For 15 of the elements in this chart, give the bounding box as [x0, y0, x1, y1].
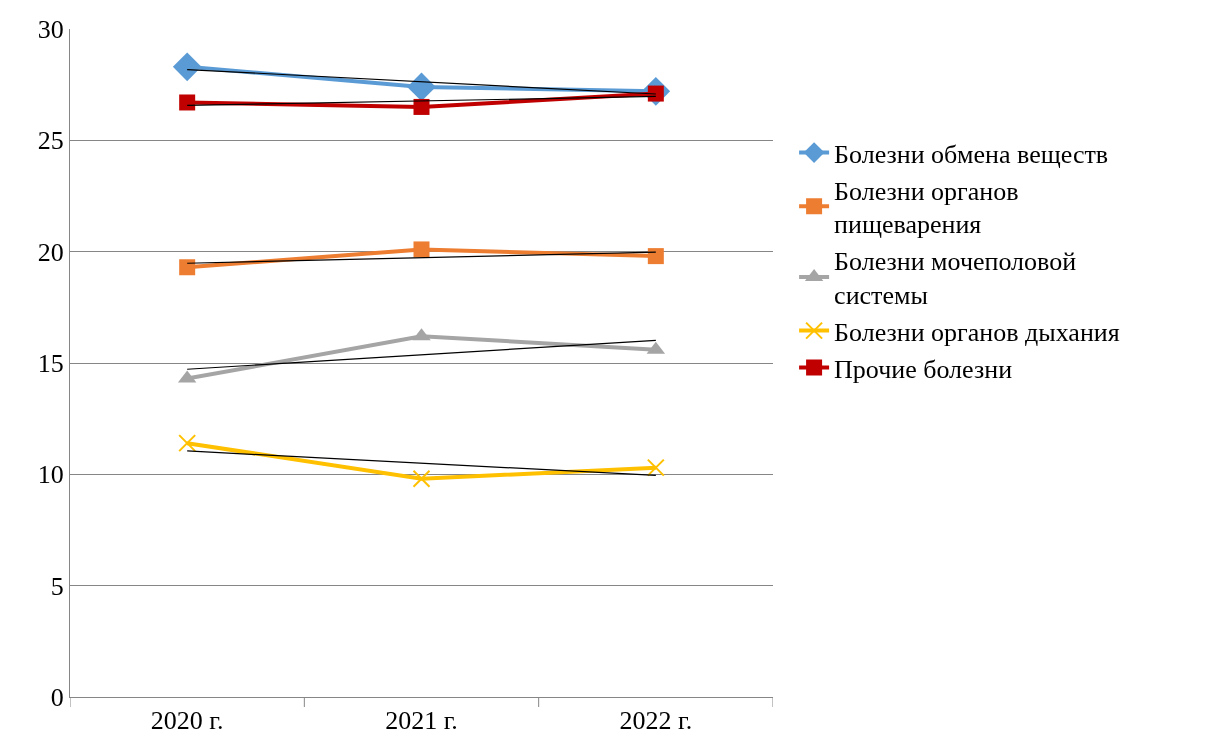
y-tick-label: 0	[50, 683, 64, 713]
y-tick-label: 20	[37, 237, 64, 267]
legend-label: Болезни органов дыхания	[834, 317, 1120, 347]
legend-label: Болезни мочеполовой системы	[834, 247, 1077, 310]
y-tick-label: 10	[37, 460, 64, 490]
y-tick-label: 25	[37, 126, 64, 156]
legend-label: Болезни обмена веществ	[834, 139, 1109, 169]
legend-label: Прочие болезни	[834, 354, 1013, 384]
y-tick-label: 30	[37, 15, 64, 45]
x-tick-label: 2021 г.	[385, 706, 458, 736]
x-tick-label: 2022 г.	[619, 706, 693, 736]
x-tick-label: 2020 г.	[150, 706, 224, 736]
y-tick-label: 5	[50, 571, 64, 601]
legend-label: Болезни органов пищеварения	[834, 176, 1019, 240]
y-tick-label: 15	[37, 349, 64, 379]
